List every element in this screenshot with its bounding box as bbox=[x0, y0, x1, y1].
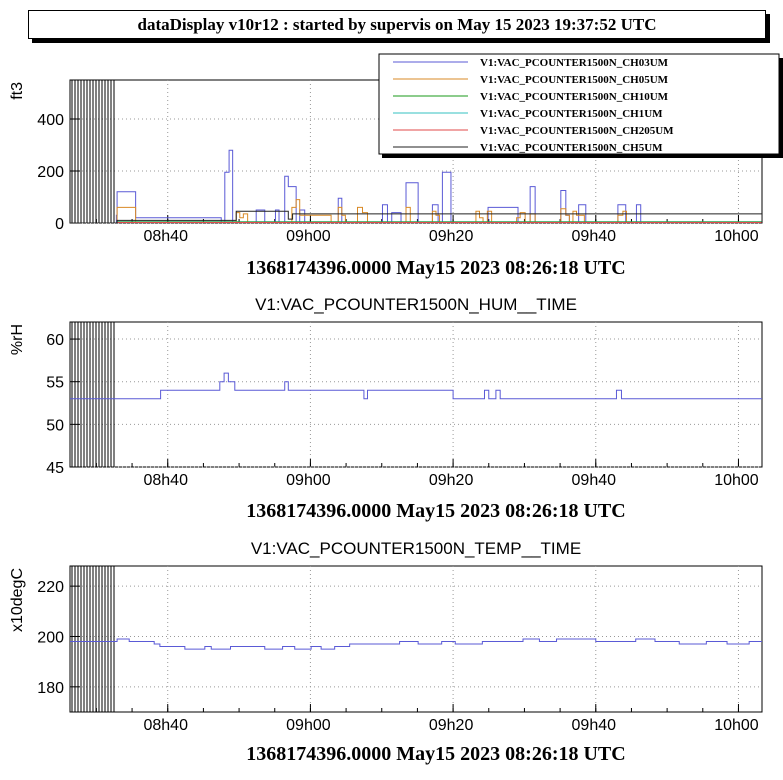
x-tick-label: 08h40 bbox=[143, 228, 188, 245]
series-line bbox=[70, 210, 762, 223]
plot-frame bbox=[69, 565, 763, 713]
y-tick-label: 180 bbox=[37, 680, 64, 697]
x-tick-label: 10h00 bbox=[714, 228, 759, 245]
x-tick-label: 09h20 bbox=[429, 717, 474, 734]
app-title: dataDisplay v10r12 : started by supervis… bbox=[28, 10, 766, 39]
legend-entry-label: V1:VAC_PCOUNTER1500N_CH5UM bbox=[480, 142, 663, 154]
legend-entry-label: V1:VAC_PCOUNTER1500N_CH1UM bbox=[480, 108, 663, 120]
x-axis-label: 1368174396.0000 May15 2023 08:26:18 UTC bbox=[246, 743, 625, 765]
y-tick-label: 200 bbox=[37, 629, 64, 646]
x-tick-label: 09h40 bbox=[572, 717, 617, 734]
y-axis-label: ft3 bbox=[9, 82, 26, 100]
y-tick-label: 400 bbox=[37, 112, 64, 129]
y-tick-label: 55 bbox=[46, 375, 64, 392]
x-tick-label: 08h40 bbox=[143, 472, 188, 489]
chart-subtitle: V1:VAC_PCOUNTER1500N_TEMP__TIME bbox=[251, 539, 581, 558]
chart-panel-2: V1:VAC_PCOUNTER1500N_HUM__TIME 08h40 09h00… bbox=[9, 295, 763, 522]
y-axis-label: x10degC bbox=[9, 568, 26, 632]
y-tick-label: 0 bbox=[55, 216, 64, 233]
legend-entry-label: V1:VAC_PCOUNTER1500N_CH10UM bbox=[480, 91, 669, 103]
y-tick-label: 200 bbox=[37, 164, 64, 181]
x-tick-label: 09h00 bbox=[286, 717, 331, 734]
x-tick-label: 09h20 bbox=[429, 228, 474, 245]
x-tick-label: 09h00 bbox=[286, 228, 331, 245]
x-tick-label: 10h00 bbox=[714, 472, 759, 489]
legend-entry-label: V1:VAC_PCOUNTER1500N_CH05UM bbox=[480, 74, 669, 86]
x-tick-label: 10h00 bbox=[714, 717, 759, 734]
y-axis-label: %rH bbox=[9, 324, 26, 355]
x-tick-label: 09h40 bbox=[572, 472, 617, 489]
x-axis-label: 1368174396.0000 May15 2023 08:26:18 UTC bbox=[246, 500, 625, 522]
legend-entry-label: V1:VAC_PCOUNTER1500N_CH205UM bbox=[480, 125, 674, 137]
y-tick-label: 45 bbox=[46, 460, 64, 477]
x-tick-label: 09h40 bbox=[572, 228, 617, 245]
legend-entry-label: V1:VAC_PCOUNTER1500N_CH03UM bbox=[480, 57, 669, 69]
x-tick-label: 09h20 bbox=[429, 472, 474, 489]
x-axis-label: 1368174396.0000 May15 2023 08:26:18 UTC bbox=[246, 257, 625, 279]
y-tick-label: 60 bbox=[46, 332, 64, 349]
chart-panel-3: V1:VAC_PCOUNTER1500N_TEMP__TIME 08h40 09h0… bbox=[9, 539, 763, 765]
x-tick-label: 09h00 bbox=[286, 472, 331, 489]
series-line bbox=[70, 199, 762, 223]
plot-frame bbox=[69, 321, 763, 468]
x-tick-label: 08h40 bbox=[143, 717, 188, 734]
series-line bbox=[70, 221, 762, 223]
series-line bbox=[70, 638, 762, 650]
chart-panel-1: 08h40 09h00 09h20 09h40 10h00 0 200 400 ft3 13681… bbox=[9, 53, 783, 279]
legend-box bbox=[378, 53, 780, 155]
y-tick-label: 50 bbox=[46, 417, 64, 434]
y-tick-label: 220 bbox=[37, 579, 64, 596]
chart-subtitle: V1:VAC_PCOUNTER1500N_HUM__TIME bbox=[255, 295, 577, 314]
legend: V1:VAC_PCOUNTER1500N_CH03UM V1:VAC_PCOUNT… bbox=[378, 53, 783, 158]
series-line bbox=[70, 372, 762, 400]
